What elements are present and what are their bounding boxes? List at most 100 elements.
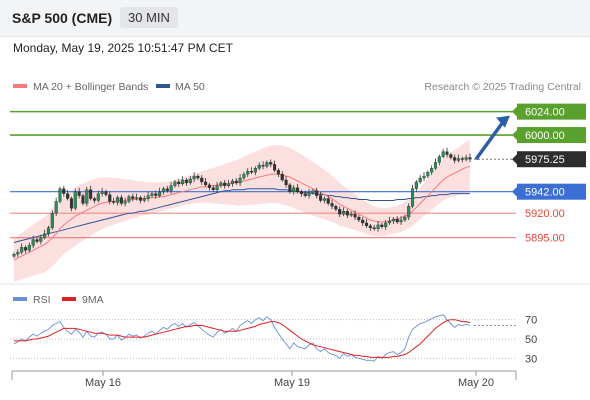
- bollinger-bands: [14, 140, 470, 282]
- candle: [142, 195, 146, 203]
- candle: [146, 191, 150, 202]
- candle: [391, 217, 395, 224]
- candle: [292, 184, 296, 195]
- candle: [230, 179, 234, 187]
- candle: [238, 174, 242, 186]
- candle: [303, 190, 307, 198]
- level-label-5920.00: 5920.00: [525, 208, 565, 220]
- interval-button[interactable]: 30 MIN: [120, 7, 178, 28]
- candle: [296, 183, 300, 194]
- ma9-legend: 9MA: [82, 294, 104, 306]
- candle: [62, 185, 66, 197]
- candle: [92, 196, 97, 204]
- candle: [112, 197, 116, 205]
- x-tick-label: May 20: [458, 377, 494, 389]
- candle: [211, 184, 215, 192]
- ma20-legend-swatch: [13, 84, 27, 88]
- candle: [276, 168, 280, 178]
- projection-line: [474, 119, 506, 161]
- ma9-legend-swatch: [62, 297, 76, 301]
- rsi-legend: RSI: [33, 294, 51, 306]
- candle: [223, 179, 227, 189]
- candle: [242, 172, 246, 180]
- candle: [227, 179, 231, 188]
- level-label-5975.25: 5975.25: [525, 154, 565, 166]
- candle: [207, 182, 211, 191]
- candle: [131, 193, 135, 202]
- candle: [20, 243, 24, 255]
- candle: [384, 220, 388, 230]
- candle: [334, 204, 338, 212]
- candle: [23, 245, 28, 254]
- candle: [177, 179, 181, 187]
- candle: [81, 193, 85, 206]
- candle: [204, 178, 208, 187]
- candle: [410, 184, 415, 209]
- candle: [66, 189, 70, 201]
- candle: [437, 154, 441, 166]
- candle: [104, 189, 108, 197]
- candle: [330, 199, 334, 210]
- level-tag-6024.00: [517, 103, 586, 120]
- candle: [288, 182, 292, 194]
- level-label-6024.00: 6024.00: [525, 107, 565, 119]
- candle: [215, 181, 219, 193]
- candle: [96, 190, 100, 203]
- candle: [357, 215, 361, 222]
- level-tag-5942.00: [517, 183, 586, 200]
- candle: [196, 174, 200, 180]
- level-tag-5975.25: [517, 151, 586, 168]
- candle: [403, 215, 407, 222]
- price-level-labels: 6024.00 6000.00 5975.25 5942.00 5920.00 5895.…: [512, 103, 586, 245]
- candle: [399, 216, 403, 225]
- candle: [315, 187, 319, 199]
- candle: [250, 167, 254, 175]
- candle: [376, 220, 380, 232]
- candle: [154, 190, 158, 199]
- rsi-panel: 70 50 30: [10, 314, 537, 365]
- candle: [138, 195, 143, 204]
- candle: [422, 172, 426, 181]
- candle: [311, 188, 315, 195]
- candle: [345, 209, 349, 219]
- chart-datetime: Monday, May 19, 2025 10:51:47 PM CET: [13, 41, 233, 55]
- candle: [456, 154, 461, 163]
- candle: [158, 187, 162, 198]
- candle: [418, 175, 422, 184]
- candle: [464, 154, 468, 162]
- candle: [257, 162, 261, 171]
- candle: [395, 216, 399, 224]
- candle: [380, 222, 384, 229]
- candle: [169, 181, 173, 194]
- candle: [46, 225, 51, 237]
- candle: [433, 158, 438, 171]
- rsi-tick-30: 30: [525, 353, 537, 365]
- candle: [16, 249, 20, 258]
- arrow-head: [496, 115, 510, 128]
- ma50-line: [13, 188, 470, 243]
- candle: [387, 217, 392, 225]
- candle: [127, 194, 131, 204]
- chart-header: S&P 500 (CME) 30 MIN: [0, 0, 590, 37]
- candle: [150, 191, 154, 198]
- candles: [12, 147, 472, 259]
- candle: [123, 197, 127, 207]
- rsi-tick-50: 50: [525, 334, 537, 346]
- candle: [341, 207, 346, 217]
- candle: [353, 210, 357, 221]
- candle: [273, 160, 277, 173]
- candle: [349, 211, 353, 218]
- candle: [414, 179, 418, 192]
- x-tick-label: May 19: [274, 377, 310, 389]
- candle: [445, 147, 449, 158]
- rsi-legend-swatch: [13, 297, 27, 301]
- candle: [27, 242, 31, 253]
- candle: [39, 234, 43, 245]
- candle: [372, 224, 376, 231]
- candle: [284, 176, 288, 188]
- candle: [181, 176, 185, 186]
- candle: [115, 195, 120, 206]
- candle: [108, 191, 112, 205]
- candle: [54, 197, 58, 217]
